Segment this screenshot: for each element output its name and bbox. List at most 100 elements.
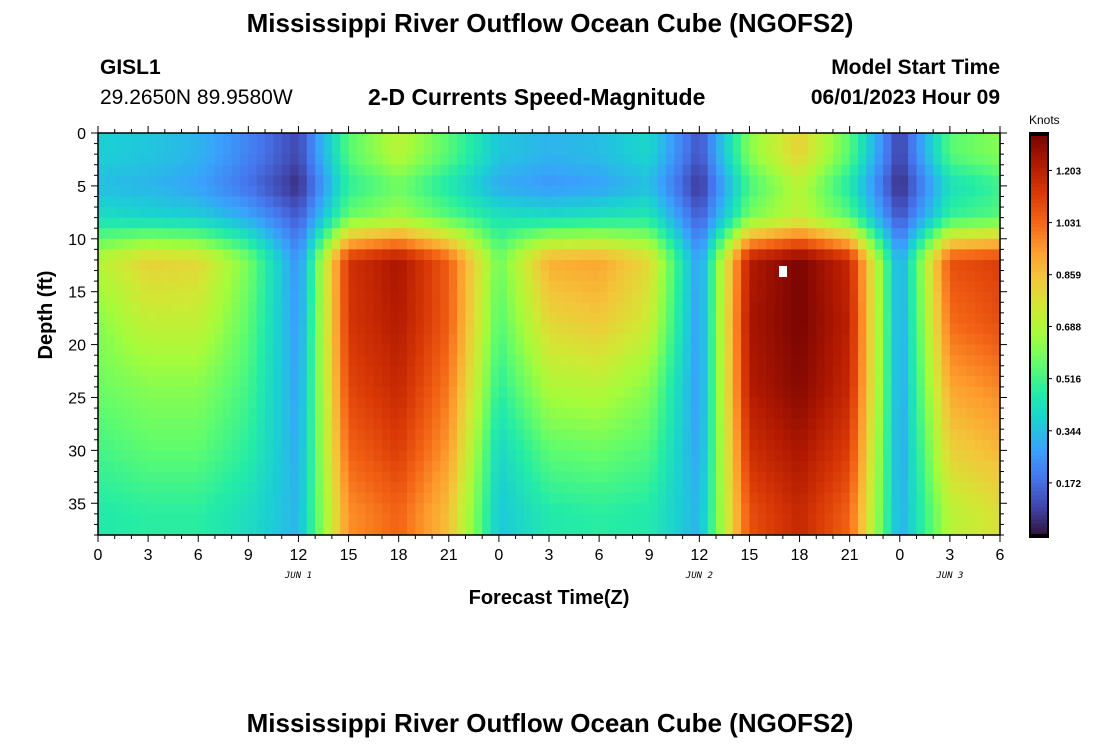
heatmap-cell xyxy=(874,471,884,483)
heatmap-cell xyxy=(590,344,600,356)
heatmap-cell xyxy=(148,185,158,198)
heatmap-cell xyxy=(757,492,767,504)
heatmap-cell xyxy=(549,196,558,208)
heatmap-cell xyxy=(716,386,725,399)
heatmap-cell xyxy=(290,397,300,409)
heatmap-cell xyxy=(757,228,767,240)
heatmap-cell xyxy=(624,154,634,166)
heatmap-cell xyxy=(340,503,350,515)
heatmap-cell xyxy=(532,471,542,483)
heatmap-cell xyxy=(849,249,859,261)
heatmap-cell xyxy=(315,228,325,240)
heatmap-cell xyxy=(949,429,959,441)
heatmap-cell xyxy=(599,312,609,325)
heatmap-cell xyxy=(340,196,350,208)
heatmap-cell xyxy=(665,249,675,261)
heatmap-cell xyxy=(248,386,258,399)
heatmap-cell xyxy=(356,207,366,219)
heatmap-cell xyxy=(741,133,751,145)
heatmap-cell xyxy=(916,418,926,430)
heatmap-cell xyxy=(281,376,291,388)
heatmap-cell xyxy=(866,429,876,441)
heatmap-cell xyxy=(206,133,216,145)
heatmap-cell xyxy=(791,281,801,293)
heatmap-cell xyxy=(523,270,533,282)
heatmap-cell xyxy=(799,259,809,272)
heatmap-cell xyxy=(131,418,141,430)
colorbar-segment xyxy=(1030,467,1048,472)
heatmap-cell xyxy=(298,355,308,367)
heatmap-cell xyxy=(908,281,918,293)
heatmap-cell xyxy=(473,408,483,420)
heatmap-cell xyxy=(298,259,308,272)
model-start-label: Model Start Time xyxy=(831,56,1000,79)
heatmap-cell xyxy=(565,471,575,483)
heatmap-cell xyxy=(724,281,734,293)
heatmap-cell xyxy=(799,471,809,483)
heatmap-cell xyxy=(782,344,792,356)
heatmap-cell xyxy=(265,355,274,367)
heatmap-cell xyxy=(223,249,233,261)
heatmap-cell xyxy=(106,323,116,335)
heatmap-cell xyxy=(958,503,968,515)
heatmap-cell xyxy=(565,450,575,462)
heatmap-cell xyxy=(148,344,158,356)
heatmap-cell xyxy=(381,418,391,430)
heatmap-cell xyxy=(866,482,876,494)
heatmap-cell xyxy=(156,143,166,155)
heatmap-cell xyxy=(599,482,609,494)
heatmap-cell xyxy=(156,207,166,219)
heatmap-cell xyxy=(340,344,350,356)
x-tick-label: 21 xyxy=(440,547,458,564)
heatmap-cell xyxy=(356,439,366,451)
heatmap-cell xyxy=(974,175,984,187)
heatmap-cell xyxy=(490,249,500,261)
heatmap-cell xyxy=(407,217,416,229)
heatmap-cell xyxy=(482,270,492,282)
heatmap-cell xyxy=(707,460,717,473)
heatmap-cell xyxy=(615,228,625,240)
heatmap-cell xyxy=(599,217,609,229)
heatmap-cell xyxy=(106,482,116,494)
heatmap-cell xyxy=(457,154,467,166)
heatmap-cell xyxy=(114,471,124,483)
heatmap-cell xyxy=(674,450,684,462)
heatmap-cell xyxy=(674,207,684,219)
heatmap-cell xyxy=(949,492,959,504)
heatmap-cell xyxy=(749,418,759,430)
heatmap-cell xyxy=(365,386,375,399)
heatmap-cell xyxy=(281,439,291,451)
heatmap-cell xyxy=(958,133,968,145)
heatmap-cell xyxy=(223,154,233,166)
heatmap-cell xyxy=(273,418,283,430)
heatmap-cell xyxy=(565,408,575,420)
heatmap-cell xyxy=(523,185,533,198)
heatmap-cell xyxy=(824,238,834,250)
heatmap-cell xyxy=(139,312,149,325)
heatmap-cell xyxy=(949,133,959,145)
heatmap-cell xyxy=(699,228,709,240)
heatmap-cell xyxy=(106,312,116,325)
heatmap-cell xyxy=(523,302,533,314)
heatmap-cell xyxy=(574,503,584,515)
heatmap-cell xyxy=(273,164,283,176)
heatmap-cell xyxy=(674,270,684,282)
heatmap-cell xyxy=(632,302,642,314)
heatmap-cell xyxy=(198,249,208,261)
heatmap-cell xyxy=(824,450,834,462)
heatmap-cell xyxy=(716,270,725,282)
heatmap-cell xyxy=(390,492,400,504)
heatmap-cell xyxy=(807,207,817,219)
heatmap-cell xyxy=(624,281,634,293)
heatmap-cell xyxy=(624,217,634,229)
heatmap-cell xyxy=(281,185,291,198)
heatmap-cell xyxy=(248,513,258,526)
heatmap-cell xyxy=(607,291,617,303)
heatmap-cell xyxy=(966,164,976,176)
heatmap-cell xyxy=(348,302,358,314)
heatmap-cell xyxy=(298,334,308,346)
heatmap-cell xyxy=(624,259,634,272)
heatmap-cell xyxy=(239,175,249,187)
heatmap-cell xyxy=(356,365,366,377)
heatmap-cell xyxy=(440,365,450,377)
